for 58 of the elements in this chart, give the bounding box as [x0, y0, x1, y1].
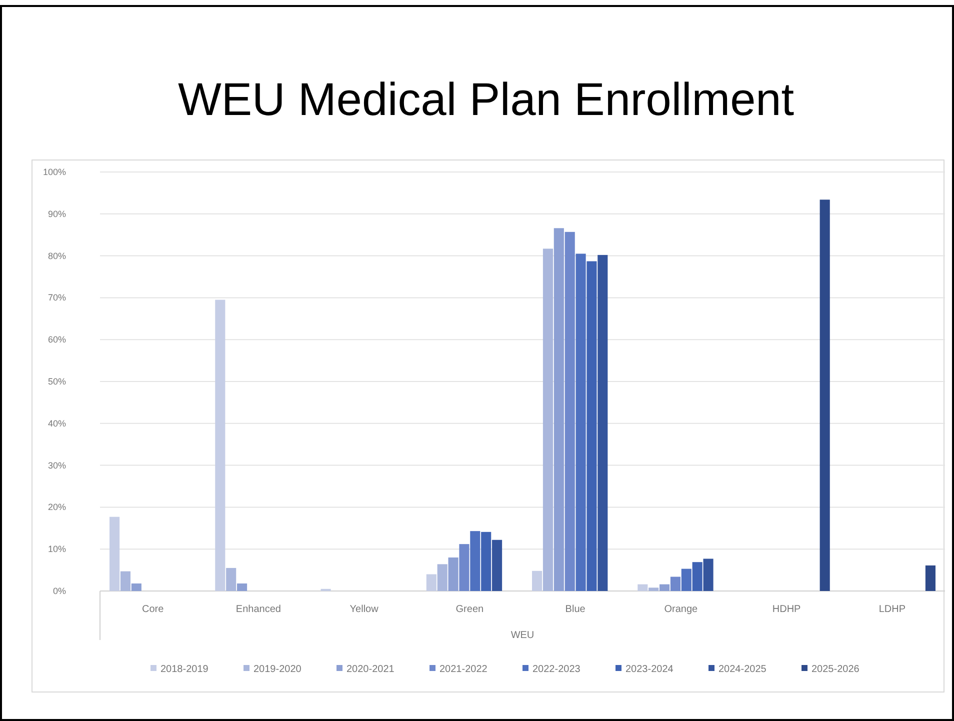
- y-tick-label: 20%: [48, 502, 66, 512]
- bar: [226, 568, 236, 591]
- bar: [576, 254, 586, 591]
- legend-label: 2019-2020: [254, 664, 302, 675]
- bar: [564, 232, 575, 591]
- bar: [448, 557, 458, 591]
- legend-label: 2018-2019: [160, 664, 209, 675]
- legend-label: 2023-2024: [626, 664, 674, 675]
- bar: [237, 583, 248, 591]
- legend-label: 2021-2022: [440, 664, 488, 675]
- legend-label: 2022-2023: [532, 664, 581, 675]
- bar: [492, 540, 502, 591]
- bar: [670, 576, 680, 591]
- y-tick-label: 100%: [42, 167, 66, 177]
- legend-label: 2020-2021: [346, 664, 395, 675]
- x-tick-label: Enhanced: [236, 604, 281, 615]
- x-tick-label: Core: [142, 604, 164, 615]
- bar: [660, 584, 670, 591]
- bar: [648, 588, 659, 591]
- bar: [554, 228, 564, 591]
- legend-label: 2024-2025: [718, 664, 767, 675]
- bar: [470, 531, 480, 591]
- bar: [481, 532, 492, 591]
- y-tick-label: 30%: [48, 460, 66, 470]
- y-tick-label: 60%: [48, 334, 66, 345]
- bar: [692, 562, 702, 591]
- bar: [820, 200, 830, 591]
- bar: [131, 583, 142, 591]
- x-tick-label: Blue: [565, 604, 586, 615]
- bar: [681, 568, 692, 591]
- bar: [586, 261, 597, 591]
- x-tick-label: Yellow: [350, 604, 380, 615]
- y-tick-label: 70%: [48, 292, 66, 303]
- x-tick-label: Orange: [664, 604, 698, 615]
- chart-title: WEU Medical Plan Enrollment: [178, 73, 794, 125]
- bar: [703, 558, 714, 591]
- legend-label: 2025-2026: [812, 664, 860, 675]
- x-tick-label: LDHP: [878, 604, 906, 615]
- bar: [215, 300, 226, 591]
- x-tick-label: Green: [456, 604, 484, 615]
- y-tick-label: 40%: [48, 418, 66, 428]
- bar: [638, 584, 648, 591]
- bar: [598, 254, 608, 591]
- bar: [437, 564, 448, 591]
- y-tick-label: 0%: [52, 586, 66, 596]
- bar: [110, 516, 120, 591]
- bar: [120, 571, 131, 591]
- x-tick-label: HDHP: [772, 604, 802, 615]
- bar: [542, 248, 554, 591]
- y-tick-label: 50%: [48, 376, 66, 386]
- y-tick-label: 80%: [48, 250, 66, 261]
- bar: [532, 570, 542, 591]
- x-axis-title: WEU: [510, 630, 534, 641]
- y-tick-label: 90%: [48, 208, 66, 219]
- y-tick-label: 10%: [48, 544, 66, 554]
- bar: [925, 565, 936, 591]
- bar: [426, 574, 436, 591]
- bar: [459, 544, 470, 591]
